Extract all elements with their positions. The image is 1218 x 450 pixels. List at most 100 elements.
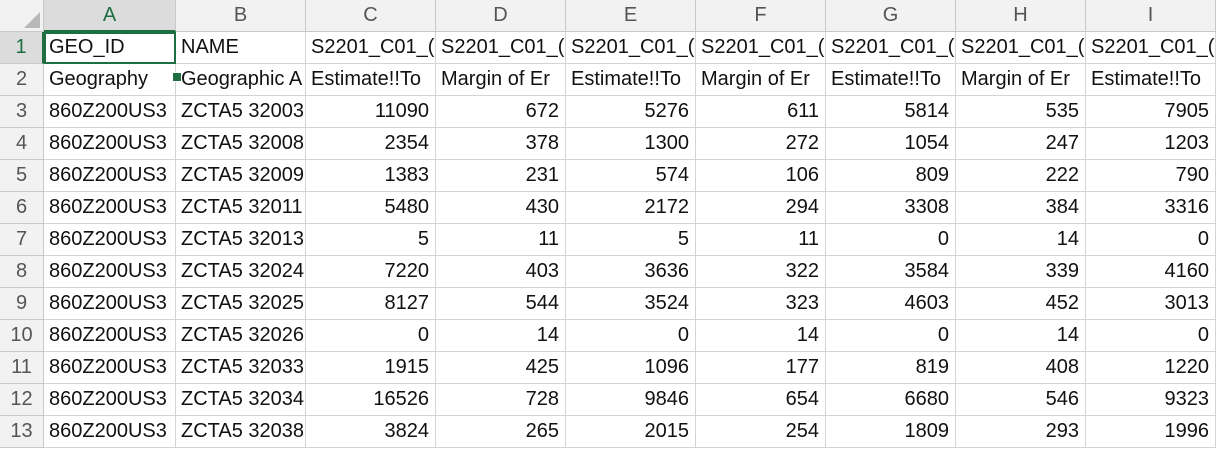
- cell[interactable]: 1809: [826, 416, 956, 448]
- cell[interactable]: 546: [956, 384, 1086, 416]
- cell[interactable]: 4160: [1086, 256, 1216, 288]
- cell[interactable]: 860Z200US3: [44, 96, 176, 128]
- cell[interactable]: 574: [566, 160, 696, 192]
- cell[interactable]: 14: [696, 320, 826, 352]
- cell[interactable]: ZCTA5 32003: [176, 96, 306, 128]
- row-header-4[interactable]: 4: [0, 128, 44, 160]
- cell[interactable]: 860Z200US3: [44, 320, 176, 352]
- cell[interactable]: 430: [436, 192, 566, 224]
- cell[interactable]: Margin of Er: [436, 64, 566, 96]
- cell[interactable]: 8127: [306, 288, 436, 320]
- cell[interactable]: S2201_C01_(: [306, 32, 436, 64]
- cell[interactable]: 860Z200US3: [44, 352, 176, 384]
- row-header-13[interactable]: 13: [0, 416, 44, 448]
- cell[interactable]: 16526: [306, 384, 436, 416]
- active-cell[interactable]: GEO_ID: [44, 32, 176, 64]
- cell[interactable]: Margin of Er: [956, 64, 1086, 96]
- cell[interactable]: 654: [696, 384, 826, 416]
- cell[interactable]: 272: [696, 128, 826, 160]
- row-header-8[interactable]: 8: [0, 256, 44, 288]
- cell[interactable]: 3524: [566, 288, 696, 320]
- row-header-6[interactable]: 6: [0, 192, 44, 224]
- column-header-h[interactable]: H: [956, 0, 1086, 32]
- cell[interactable]: 5: [306, 224, 436, 256]
- cell[interactable]: 5480: [306, 192, 436, 224]
- cell[interactable]: 672: [436, 96, 566, 128]
- cell[interactable]: 9846: [566, 384, 696, 416]
- cell[interactable]: ZCTA5 32033: [176, 352, 306, 384]
- cell[interactable]: Geographic A: [176, 64, 306, 96]
- cell[interactable]: ZCTA5 32024: [176, 256, 306, 288]
- cell[interactable]: 860Z200US3: [44, 224, 176, 256]
- cell[interactable]: 9323: [1086, 384, 1216, 416]
- row-header-3[interactable]: 3: [0, 96, 44, 128]
- cell[interactable]: 339: [956, 256, 1086, 288]
- cell[interactable]: ZCTA5 32013: [176, 224, 306, 256]
- row-header-10[interactable]: 10: [0, 320, 44, 352]
- cell[interactable]: 1383: [306, 160, 436, 192]
- cell[interactable]: 5814: [826, 96, 956, 128]
- cell[interactable]: 3824: [306, 416, 436, 448]
- cell[interactable]: 322: [696, 256, 826, 288]
- cell[interactable]: 860Z200US3: [44, 416, 176, 448]
- cell[interactable]: 177: [696, 352, 826, 384]
- column-header-b[interactable]: B: [176, 0, 306, 32]
- cell[interactable]: 293: [956, 416, 1086, 448]
- cell[interactable]: 3013: [1086, 288, 1216, 320]
- cell[interactable]: 860Z200US3: [44, 288, 176, 320]
- cell[interactable]: 11: [436, 224, 566, 256]
- cell[interactable]: 860Z200US3: [44, 192, 176, 224]
- cell[interactable]: Geography: [44, 64, 176, 96]
- cell[interactable]: S2201_C01_(: [1086, 32, 1216, 64]
- cell[interactable]: 14: [956, 320, 1086, 352]
- cell[interactable]: ZCTA5 32008: [176, 128, 306, 160]
- cell[interactable]: ZCTA5 32009: [176, 160, 306, 192]
- cell[interactable]: 5276: [566, 96, 696, 128]
- column-header-g[interactable]: G: [826, 0, 956, 32]
- column-header-c[interactable]: C: [306, 0, 436, 32]
- cell[interactable]: Estimate!!To: [1086, 64, 1216, 96]
- row-header-1[interactable]: 1: [0, 32, 44, 64]
- cell[interactable]: 294: [696, 192, 826, 224]
- cell[interactable]: 403: [436, 256, 566, 288]
- cell[interactable]: 408: [956, 352, 1086, 384]
- cell[interactable]: 4603: [826, 288, 956, 320]
- cell[interactable]: 1915: [306, 352, 436, 384]
- cell[interactable]: 1996: [1086, 416, 1216, 448]
- cell[interactable]: 790: [1086, 160, 1216, 192]
- row-header-5[interactable]: 5: [0, 160, 44, 192]
- cell[interactable]: ZCTA5 32025: [176, 288, 306, 320]
- cell[interactable]: 384: [956, 192, 1086, 224]
- cell[interactable]: 14: [436, 320, 566, 352]
- cell[interactable]: 14: [956, 224, 1086, 256]
- cell[interactable]: 0: [826, 224, 956, 256]
- cell[interactable]: 1096: [566, 352, 696, 384]
- cell[interactable]: 3316: [1086, 192, 1216, 224]
- cell[interactable]: 11: [696, 224, 826, 256]
- cell[interactable]: 7905: [1086, 96, 1216, 128]
- cell[interactable]: Estimate!!To: [826, 64, 956, 96]
- cell[interactable]: 0: [566, 320, 696, 352]
- cell[interactable]: S2201_C01_(: [436, 32, 566, 64]
- cell[interactable]: 544: [436, 288, 566, 320]
- cell[interactable]: 378: [436, 128, 566, 160]
- cell[interactable]: ZCTA5 32038: [176, 416, 306, 448]
- column-header-d[interactable]: D: [436, 0, 566, 32]
- cell[interactable]: 860Z200US3: [44, 256, 176, 288]
- column-header-e[interactable]: E: [566, 0, 696, 32]
- cell[interactable]: 2354: [306, 128, 436, 160]
- cell[interactable]: 0: [1086, 224, 1216, 256]
- cell[interactable]: 1220: [1086, 352, 1216, 384]
- column-header-f[interactable]: F: [696, 0, 826, 32]
- cell[interactable]: 231: [436, 160, 566, 192]
- cell[interactable]: 222: [956, 160, 1086, 192]
- select-all-corner[interactable]: [0, 0, 44, 32]
- cell[interactable]: Margin of Er: [696, 64, 826, 96]
- cell[interactable]: 611: [696, 96, 826, 128]
- cell[interactable]: 819: [826, 352, 956, 384]
- cell[interactable]: 535: [956, 96, 1086, 128]
- cell[interactable]: 860Z200US3: [44, 160, 176, 192]
- cell[interactable]: NAME: [176, 32, 306, 64]
- cell[interactable]: ZCTA5 32011: [176, 192, 306, 224]
- cell[interactable]: 860Z200US3: [44, 128, 176, 160]
